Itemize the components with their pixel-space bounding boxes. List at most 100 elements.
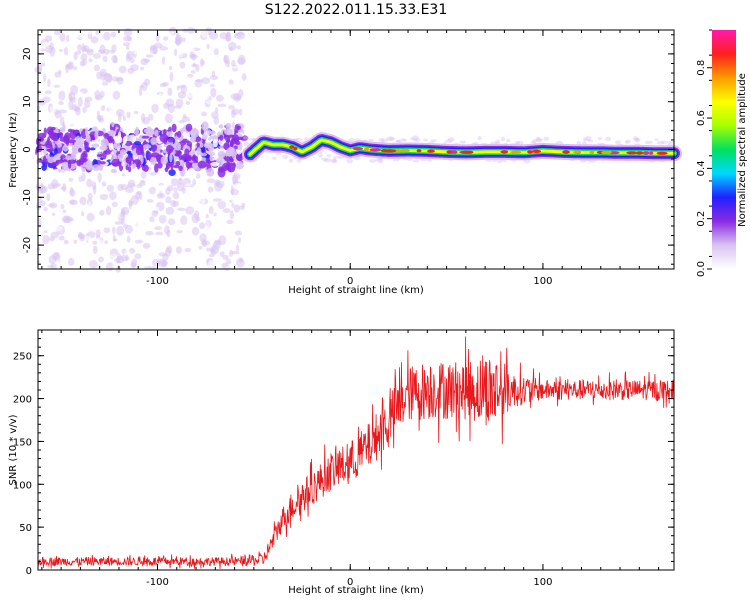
noise-blob xyxy=(201,121,209,131)
noise-blob xyxy=(141,113,146,123)
y-tick-label: 10 xyxy=(22,95,33,108)
noise-blob xyxy=(51,171,58,178)
noise-blob xyxy=(97,79,103,89)
noise-blob xyxy=(205,213,209,219)
colorbar-label: Normalized spectral amplitude xyxy=(737,73,748,227)
noise-blob xyxy=(47,78,51,88)
noise-blob xyxy=(94,90,101,100)
noise-blob xyxy=(114,221,123,225)
noise-blob xyxy=(58,90,66,101)
noise-blob xyxy=(410,137,415,141)
noise-blob xyxy=(206,129,211,135)
noise-blob xyxy=(151,103,159,113)
noise-blob xyxy=(61,215,71,223)
noise-blob xyxy=(214,181,223,192)
noise-blob xyxy=(167,87,173,97)
noise-blob xyxy=(282,154,289,160)
colorbar: 0.0 0.2 0.4 0.6 0.8 Normalized spectral ampl… xyxy=(696,29,748,277)
noise-blob xyxy=(75,140,84,149)
noise-blob xyxy=(368,158,377,163)
noise-blob xyxy=(323,158,332,163)
noise-blob xyxy=(76,91,84,96)
noise-blob xyxy=(241,202,246,208)
noise-blob xyxy=(163,36,169,41)
noise-blob xyxy=(174,39,182,45)
noise-blob xyxy=(230,158,234,163)
noise-blob xyxy=(155,32,160,43)
noise-blob xyxy=(69,199,76,205)
noise-blob xyxy=(110,168,117,174)
noise-blob xyxy=(206,178,215,184)
noise-blob xyxy=(101,181,107,187)
noise-blob xyxy=(116,225,124,236)
noise-blob xyxy=(624,140,631,144)
noise-blob xyxy=(70,48,79,52)
noise-blob xyxy=(477,136,482,141)
noise-blob xyxy=(225,258,232,265)
noise-blob xyxy=(133,48,141,55)
noise-blob xyxy=(208,253,215,258)
noise-blob xyxy=(191,226,200,236)
noise-blob xyxy=(427,159,432,162)
noise-blob xyxy=(228,41,237,51)
noise-blob xyxy=(395,139,403,143)
noise-blob xyxy=(177,207,186,212)
noise-blob xyxy=(199,222,206,230)
noise-blob xyxy=(576,140,581,145)
noise-blob xyxy=(218,124,224,129)
noise-blob xyxy=(535,136,541,141)
noise-blob xyxy=(85,96,93,102)
noise-blob xyxy=(111,118,115,128)
noise-blob xyxy=(92,240,98,245)
noise-blob xyxy=(132,163,137,169)
noise-blob xyxy=(106,205,112,216)
noise-blob xyxy=(226,31,231,38)
noise-blob xyxy=(213,48,219,56)
noise-blob xyxy=(459,140,467,144)
noise-blob xyxy=(176,130,182,138)
noise-blob xyxy=(207,143,215,152)
noise-blob xyxy=(80,164,87,168)
noise-blob xyxy=(634,138,640,143)
spectrogram-noise-blobs xyxy=(34,25,676,273)
noise-blob xyxy=(402,139,408,142)
noise-blob xyxy=(288,158,294,163)
noise-blob xyxy=(49,202,58,209)
ridge-peak xyxy=(649,151,654,155)
noise-blob xyxy=(166,131,173,137)
noise-blob xyxy=(93,64,101,72)
noise-blob xyxy=(113,55,118,64)
noise-blob xyxy=(81,172,86,182)
noise-blob xyxy=(103,169,111,180)
ridge-peak xyxy=(364,147,370,151)
noise-blob xyxy=(89,153,94,161)
noise-blob xyxy=(667,142,674,147)
noise-blob xyxy=(185,160,190,168)
noise-blob xyxy=(87,202,93,213)
noise-blob xyxy=(491,159,498,163)
noise-blob xyxy=(177,91,187,99)
noise-blob xyxy=(60,154,66,160)
noise-blob xyxy=(182,131,188,137)
noise-blob xyxy=(51,161,59,167)
noise-blob xyxy=(130,64,139,72)
noise-blob xyxy=(185,206,195,215)
noise-blob xyxy=(179,48,184,58)
noise-blob xyxy=(194,43,201,48)
noise-blob xyxy=(582,140,587,146)
noise-blob xyxy=(231,197,240,205)
noise-blob xyxy=(140,179,146,184)
noise-blob xyxy=(158,252,167,257)
noise-blob xyxy=(139,78,145,83)
noise-blob xyxy=(63,239,69,245)
noise-blob xyxy=(162,82,169,87)
noise-blob xyxy=(236,149,242,155)
noise-blob xyxy=(103,227,111,234)
noise-blob xyxy=(157,108,163,114)
noise-blob xyxy=(230,185,234,196)
noise-blob xyxy=(236,45,241,50)
x-tick-label: 100 xyxy=(533,276,552,287)
